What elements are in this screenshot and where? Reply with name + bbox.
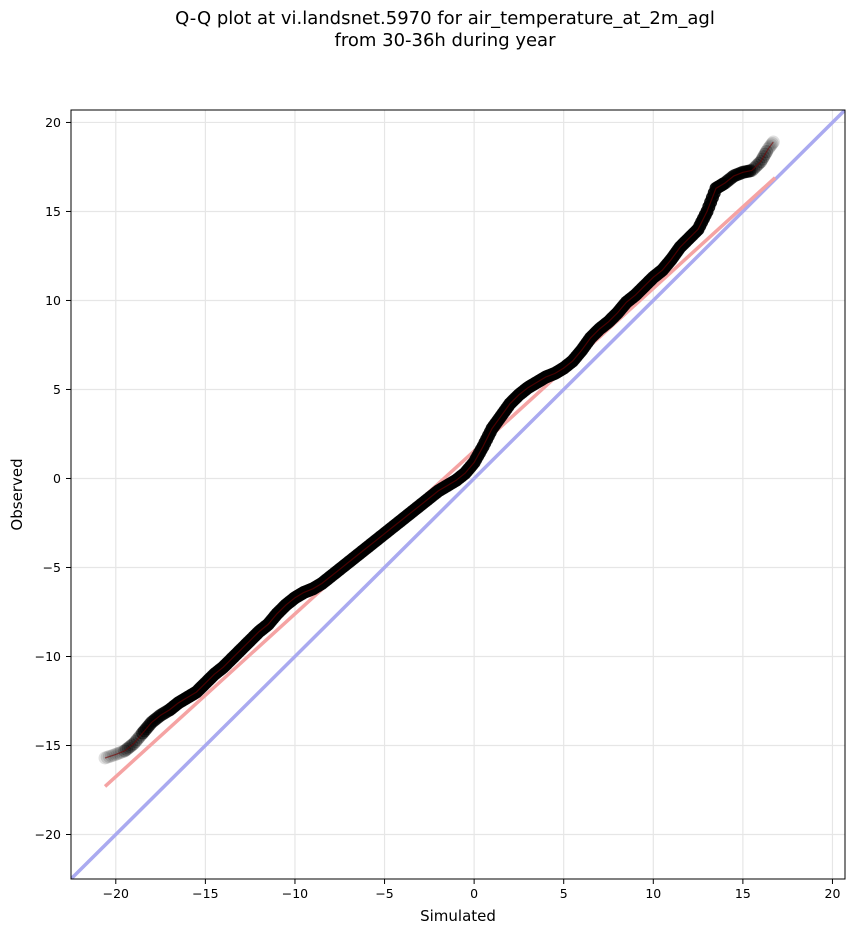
- y-tick-label--5: −5: [43, 560, 61, 575]
- y-tick-label-0: 0: [53, 471, 61, 486]
- y-tick-label--15: −15: [35, 738, 61, 753]
- y-axis-ticks: −20 −15 −10 −5 0 5 10 15 20: [35, 115, 71, 842]
- x-tick-label-0: 0: [470, 886, 478, 901]
- reference-line: [71, 110, 845, 879]
- y-tick-label--20: −20: [35, 827, 61, 842]
- x-tick-label-20: 20: [825, 886, 841, 901]
- y-tick-label-20: 20: [45, 115, 61, 130]
- reference-line-segment: [71, 110, 845, 879]
- x-tick-label-5: 5: [560, 886, 568, 901]
- chart-title-line-2: from 30-36h during year: [334, 30, 556, 51]
- plot-frame: [70, 109, 846, 880]
- x-tick-label--10: −10: [282, 886, 308, 901]
- chart-title: Q-Q plot at vi.landsnet.5970 for air_tem…: [0, 8, 854, 52]
- x-tick-label--15: −15: [192, 886, 218, 901]
- quantile-points: [98, 135, 780, 765]
- fit-line-segment: [103, 176, 777, 788]
- axes-frame: [70, 109, 846, 880]
- y-tick-label-10: 10: [45, 293, 61, 308]
- quantile-core-line: [104, 141, 774, 759]
- y-tick-label-15: 15: [45, 204, 61, 219]
- x-tick-label--5: −5: [375, 886, 393, 901]
- grid-lines: [71, 110, 845, 879]
- y-tick-label--10: −10: [35, 649, 61, 664]
- x-tick-label-10: 10: [645, 886, 661, 901]
- chart-title-line-1: Q-Q plot at vi.landsnet.5970 for air_tem…: [175, 8, 715, 29]
- y-tick-label-5: 5: [53, 382, 61, 397]
- y-axis-label: Observed: [8, 458, 26, 530]
- x-axis-label: Simulated: [420, 907, 496, 925]
- fit-line: [103, 176, 777, 788]
- x-axis-ticks: −20 −15 −10 −5 0 5 10 15 20: [103, 879, 841, 901]
- x-tick-label-15: 15: [735, 886, 751, 901]
- x-tick-label--20: −20: [103, 886, 129, 901]
